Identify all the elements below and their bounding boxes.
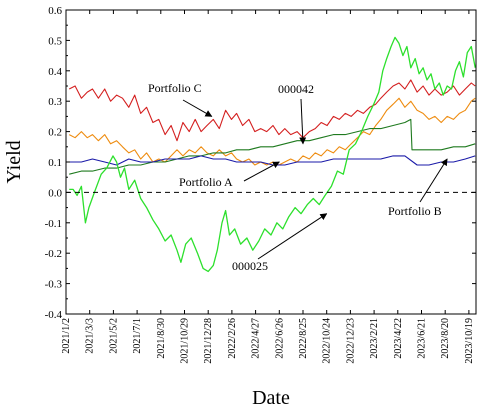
x-axis: 2021/1/2 2021/3/3 2021/5/2 2021/7/1 2021/8/3… — [61, 10, 475, 364]
x-tick-label: 2022/8/25 — [298, 318, 309, 359]
x-tick-label: 2022/2/26 — [227, 318, 238, 359]
series-line-4 — [69, 36, 476, 273]
x-tick-label: 2021/7/1 — [132, 318, 143, 354]
x-tick-label: 2023/2/21 — [369, 318, 380, 359]
x-tick-label: 2022/10/24 — [322, 318, 333, 364]
series-line-0 — [68, 79, 476, 142]
x-tick-label: 2023/8/20 — [440, 318, 451, 359]
x-tick-label: 2022/4/27 — [251, 318, 262, 359]
annotation-label: Portfolio A — [179, 175, 233, 189]
y-tick-label: 0.2 — [48, 127, 62, 139]
y-tick-label: -0.4 — [45, 309, 63, 321]
y-tick-label: -0.2 — [45, 248, 62, 260]
x-tick-label: 2021/5/2 — [108, 318, 119, 354]
series-line-2 — [69, 118, 476, 175]
y-tick-label: 0.4 — [48, 66, 62, 78]
annotation-label: 000042 — [278, 82, 314, 96]
x-tick-label: 2022/12/23 — [345, 318, 356, 364]
y-axis: -0.4 -0.3 -0.2 -0.1 0.0 0.1 0.2 0.3 0.4 0.5 0.6 — [45, 5, 476, 321]
x-axis-title: Date — [252, 387, 290, 409]
y-tick-label: -0.1 — [45, 218, 62, 230]
y-tick-label: 0.5 — [48, 35, 62, 47]
annotation-label: Portfolio B — [388, 204, 442, 218]
series-layer — [68, 36, 476, 273]
y-tick-label: 0.3 — [48, 96, 62, 108]
x-tick-label: 2021/8/30 — [156, 318, 167, 359]
annotation-arrow — [243, 161, 280, 182]
y-axis-title: Yield — [3, 140, 25, 183]
x-tick-label: 2021/3/3 — [85, 318, 96, 354]
x-tick-label: 2023/4/22 — [393, 318, 404, 359]
x-tick-label: 2021/12/28 — [203, 318, 214, 364]
y-tick-label: -0.3 — [45, 279, 63, 291]
y-tick-label: 0.6 — [48, 5, 62, 17]
x-tick-label: 2022/6/26 — [274, 318, 285, 359]
annotation-label: Portfolio C — [148, 81, 202, 95]
x-tick-label: 2023/6/21 — [416, 318, 427, 359]
x-tick-label: 2023/10/19 — [464, 318, 475, 364]
plot-frame — [65, 9, 477, 315]
annotation-arrow — [182, 99, 213, 117]
x-tick-label: 2021/10/29 — [179, 318, 190, 364]
y-tick-label: 0.1 — [48, 157, 62, 169]
annotation-arrow — [419, 158, 448, 203]
annotation-label: 000025 — [232, 259, 268, 273]
annotation-arrow — [257, 213, 328, 260]
annotation-arrow — [299, 98, 307, 145]
annotation-layer: Portfolio C 000042 Portfolio A Portfolio B 0… — [148, 81, 448, 273]
y-tick-label: 0.0 — [48, 187, 62, 199]
series-line-1 — [68, 97, 476, 166]
x-tick-label: 2021/1/2 — [61, 318, 72, 354]
series-line-3 — [69, 155, 476, 166]
